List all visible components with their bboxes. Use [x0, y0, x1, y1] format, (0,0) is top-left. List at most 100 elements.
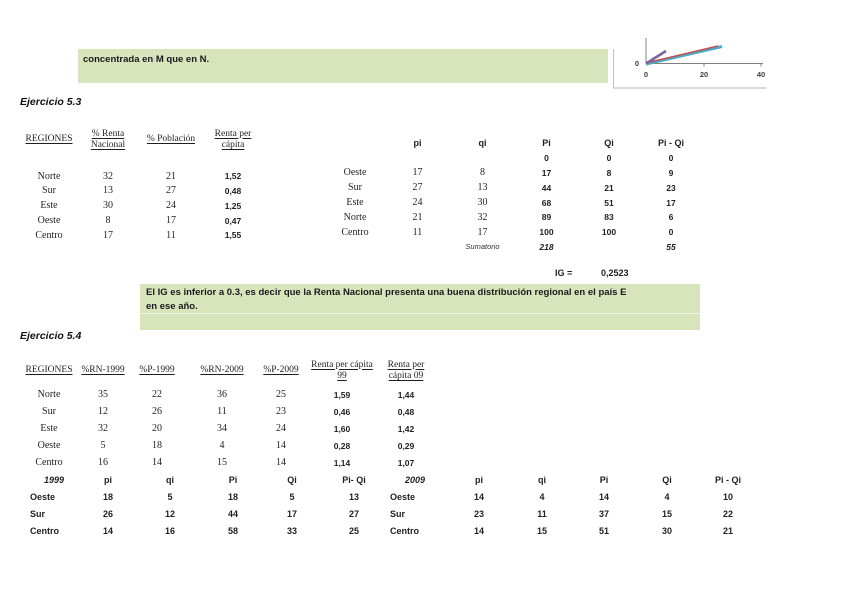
- rpc09-cell: 0,48: [397, 406, 415, 417]
- ex54-base-table: REGIONES %RN-1999 %P-1999 %RN-2009 %P-2009 Re…: [18, 356, 434, 471]
- rn1999-cell: 12: [98, 406, 108, 417]
- renta-nacional-cell: 8: [105, 215, 111, 227]
- rpc09-cell: 0,29: [397, 440, 415, 451]
- column-header-PiQi: Pi - Qi: [714, 475, 741, 486]
- rn2009-cell: 34: [217, 423, 227, 434]
- Pi-cell: 37: [598, 508, 609, 519]
- pi-cell: 14: [473, 492, 484, 503]
- poblacion-cell: 24: [166, 200, 176, 212]
- p2009-cell: 14: [276, 440, 286, 451]
- Pi-cell: 89: [541, 212, 552, 223]
- renta-per-capita-cell: 0,47: [224, 215, 242, 226]
- table-gap: [18, 154, 260, 166]
- pi-cell: 24: [412, 197, 423, 209]
- chart-x-tick-label-0: 0: [644, 70, 648, 79]
- region-cell: Centro: [35, 229, 63, 241]
- renta-per-capita-cell: 1,25: [224, 200, 242, 211]
- Pi-cell: 14: [598, 492, 609, 503]
- region-cell: Sur: [390, 508, 406, 519]
- cell-divider: [140, 313, 700, 314]
- column-header-qi: qi: [166, 475, 174, 486]
- rpc99-cell: 0,46: [333, 406, 351, 417]
- rpc09-cell: 1,42: [397, 423, 415, 434]
- Qi-cell: 15: [661, 508, 672, 519]
- p1999-cell: 26: [152, 406, 162, 417]
- pi-cell: 26: [102, 508, 113, 519]
- column-header: %P-2009: [263, 365, 299, 376]
- empty-cell: [325, 136, 385, 151]
- rn1999-cell: 16: [98, 457, 108, 468]
- ex53-title: Ejercicio 5.3: [20, 96, 82, 108]
- Pi-cell: 51: [598, 525, 609, 536]
- column-header-Qi: Qi: [287, 475, 297, 486]
- column-header: Renta per cápita 09: [387, 359, 425, 382]
- p2009-cell: 14: [276, 457, 286, 468]
- region-cell: Centro: [30, 525, 59, 536]
- ig-value: 0,2523: [601, 268, 629, 278]
- column-header: %RN-1999: [81, 365, 125, 376]
- column-header-PiQi: Pi - Qi: [657, 138, 684, 149]
- empty-cell: [578, 240, 640, 255]
- Pi-cell: 44: [227, 508, 238, 519]
- zero-PiQi-cell: 0: [668, 153, 674, 164]
- region-cell: Centro: [390, 525, 419, 536]
- Qi-cell: 30: [661, 525, 672, 536]
- ex53-base-table: REGIONES % Renta Nacional % Población Renta…: [18, 126, 260, 243]
- ex54-1999-table: 1999 pi qi Pi Qi Pi- Qi Oeste 18 5 18 5 …: [28, 472, 386, 539]
- region-cell: Norte: [37, 170, 61, 182]
- p1999-cell: 20: [152, 423, 162, 434]
- column-header: Renta per cápita: [214, 128, 252, 151]
- region-cell: Oeste: [37, 440, 61, 451]
- column-header: REGIONES: [25, 134, 73, 145]
- sumatorio-label: Sumatorio: [465, 242, 500, 252]
- chart-series-red: [645, 45, 719, 64]
- column-header: % Renta Nacional: [90, 128, 126, 151]
- poblacion-cell: 21: [166, 170, 176, 182]
- qi-cell: 32: [477, 211, 488, 223]
- rpc99-cell: 0,28: [333, 440, 351, 451]
- sum-Pi-cell: 218: [539, 241, 554, 252]
- rn1999-cell: 5: [100, 440, 106, 451]
- p1999-cell: 18: [152, 440, 162, 451]
- Pi-cell: 100: [539, 227, 554, 238]
- renta-per-capita-cell: 0,48: [224, 185, 242, 196]
- region-cell: Sur: [348, 182, 362, 194]
- Qi-cell: 21: [604, 182, 614, 193]
- PiQi-cell: 25: [348, 525, 359, 536]
- column-header-Pi: Pi: [599, 475, 609, 486]
- rn1999-cell: 32: [98, 423, 108, 434]
- rpc99-cell: 1,14: [333, 457, 351, 468]
- empty-cell: [450, 151, 515, 166]
- qi-cell: 15: [536, 525, 547, 536]
- region-cell: Oeste: [37, 215, 61, 227]
- empty-cell: [385, 151, 450, 166]
- column-header: Renta per cápita 99: [311, 359, 373, 382]
- rpc99-cell: 1,59: [333, 389, 351, 400]
- pi-cell: 17: [412, 167, 423, 179]
- pi-cell: 18: [102, 492, 113, 503]
- region-cell: Este: [40, 200, 58, 212]
- rn2009-cell: 36: [217, 389, 227, 400]
- empty-cell: [325, 240, 385, 255]
- chart-y-tick-label: 0: [635, 59, 639, 68]
- PiQi-cell: 10: [722, 492, 733, 503]
- rn2009-cell: 11: [217, 406, 227, 417]
- Qi-cell: 17: [286, 508, 297, 519]
- PiQi-cell: 23: [666, 182, 676, 193]
- PiQi-cell: 9: [668, 167, 674, 178]
- Pi-cell: 68: [541, 197, 552, 208]
- sum-PiQi-cell: 55: [666, 241, 676, 252]
- column-header-Pi: Pi: [228, 475, 238, 486]
- Pi-cell: 44: [541, 182, 552, 193]
- mini-line-chart: 0 0 20 40: [613, 38, 766, 89]
- column-header-Qi: Qi: [604, 138, 614, 149]
- region-cell: Oeste: [343, 167, 367, 179]
- column-header: % Población: [146, 134, 196, 145]
- rn2009-cell: 4: [219, 440, 225, 451]
- renta-nacional-cell: 13: [103, 185, 113, 197]
- qi-cell: 16: [164, 525, 175, 536]
- note-ig-box: El IG es inferior a 0.3, es decir que la…: [140, 284, 700, 330]
- column-header-pi: pi: [104, 475, 112, 486]
- Qi-cell: 8: [606, 167, 612, 178]
- p2009-cell: 23: [276, 406, 286, 417]
